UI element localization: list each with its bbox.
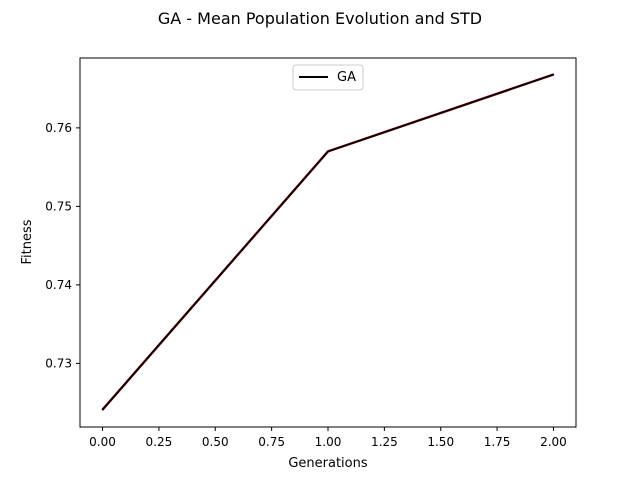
y-tick-label: 0.74 — [45, 278, 72, 292]
data-point — [552, 73, 555, 76]
x-tick-label: 0.25 — [146, 435, 173, 449]
x-tick-label: 2.00 — [540, 435, 567, 449]
x-axis-label: Generations — [288, 456, 368, 471]
x-tick-label: 1.00 — [315, 435, 342, 449]
x-tick-label: 0.50 — [202, 435, 229, 449]
chart-title: GA - Mean Population Evolution and STD — [158, 9, 482, 28]
legend-label-ga: GA — [337, 70, 356, 85]
x-tick-label: 1.50 — [427, 435, 454, 449]
y-tick-label: 0.75 — [45, 199, 72, 213]
y-tick-label: 0.73 — [45, 356, 72, 370]
x-tick-label: 1.25 — [371, 435, 398, 449]
x-tick-label: 0.00 — [89, 435, 116, 449]
legend: GA — [292, 64, 364, 91]
x-tick-label: 0.75 — [258, 435, 285, 449]
plot-area — [79, 57, 577, 428]
y-tick-label: 0.76 — [45, 121, 72, 135]
x-tick-label: 1.75 — [484, 435, 511, 449]
data-point — [327, 150, 329, 153]
y-axis-ticks: 0.73 0.74 0.75 0.76 — [45, 121, 80, 370]
series-layer — [101, 73, 555, 411]
data-point — [101, 408, 104, 411]
y-axis-label: Fitness — [20, 219, 35, 264]
x-axis-ticks: 0.00 0.25 0.50 0.75 1.00 1.25 1.50 1.75 2.00 — [89, 427, 567, 449]
